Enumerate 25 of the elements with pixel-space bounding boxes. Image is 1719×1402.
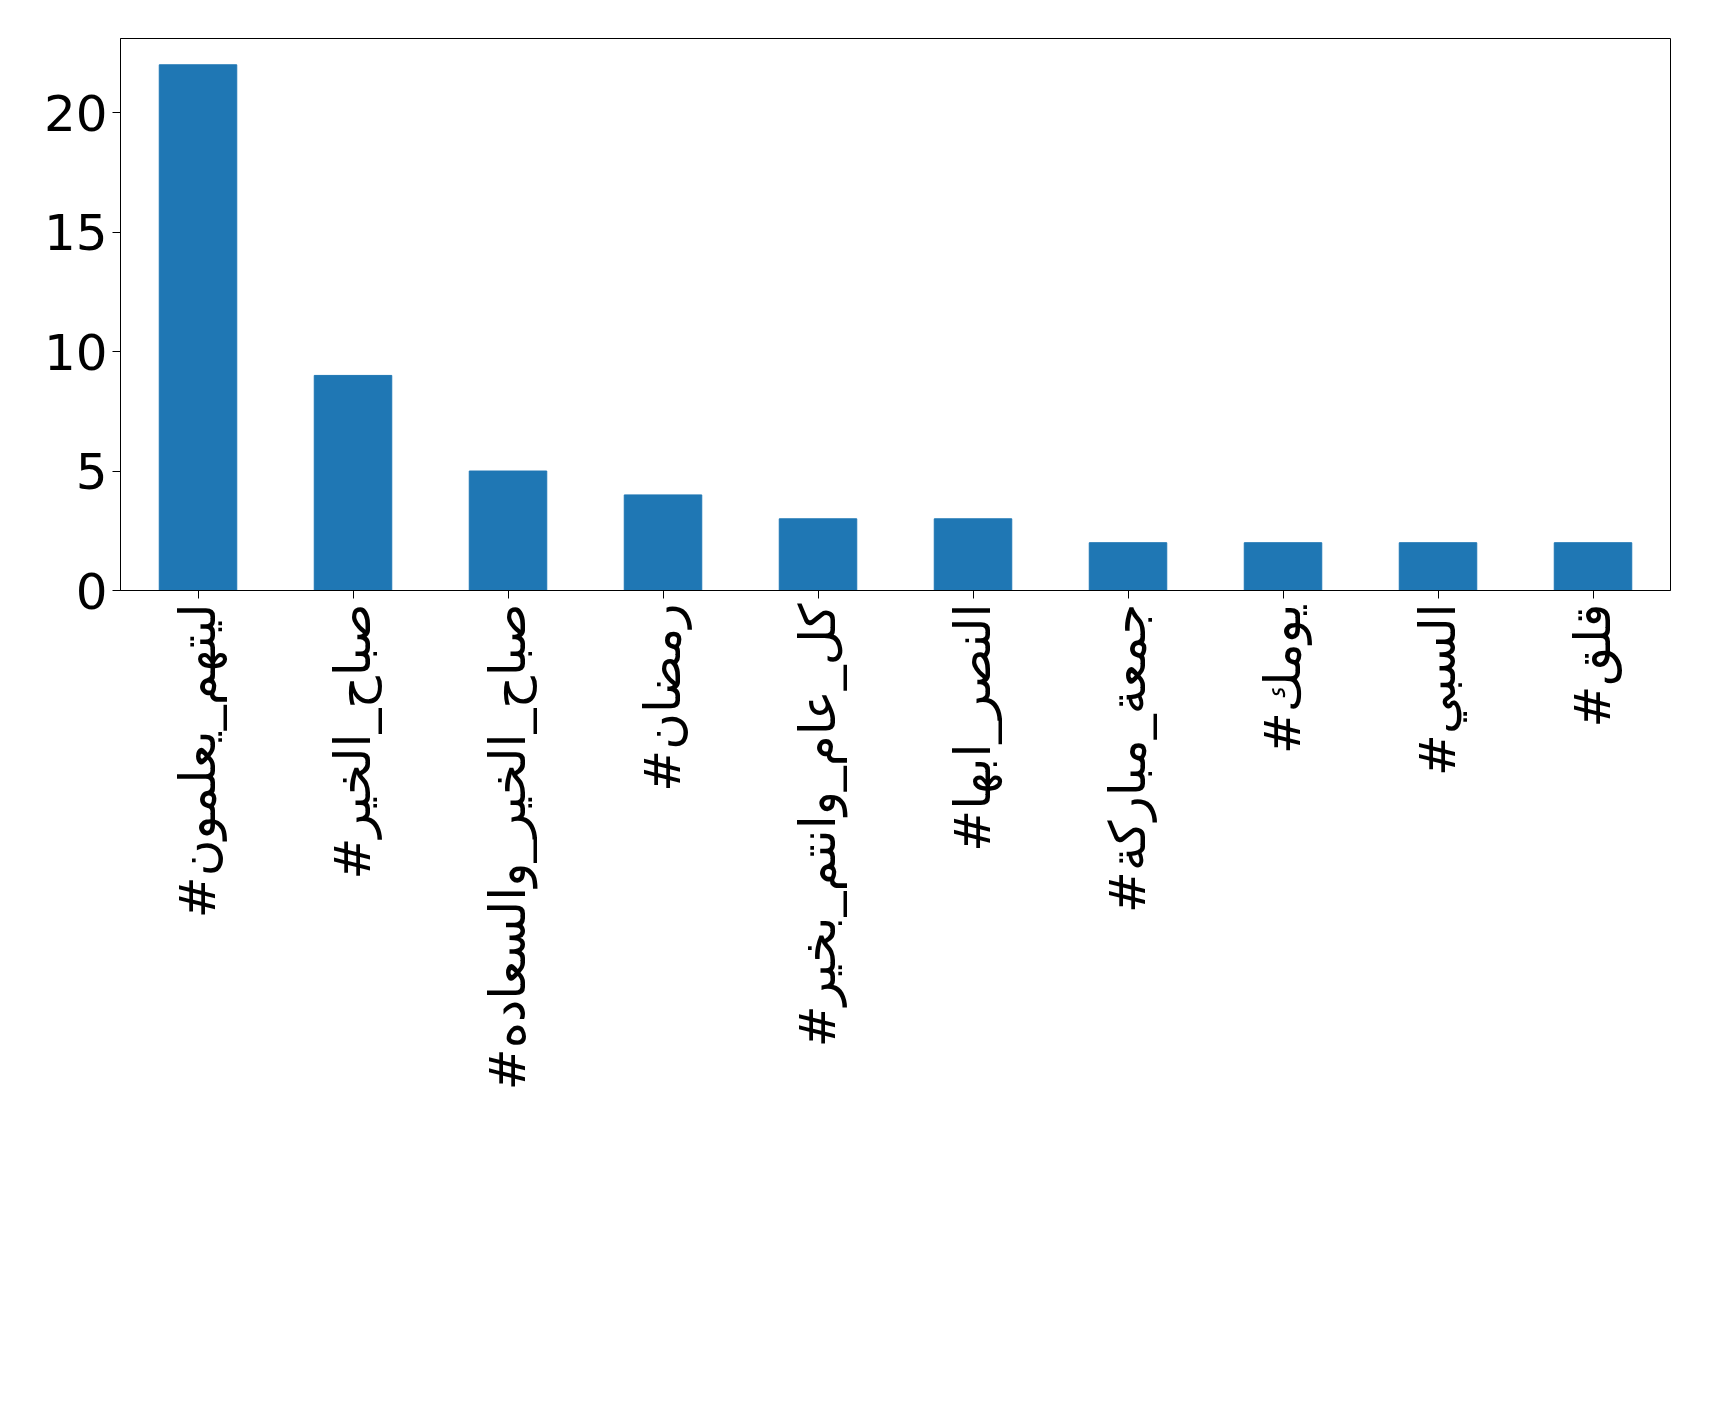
bar xyxy=(778,518,858,591)
x-tick-label: #جمعة_مباركة xyxy=(1099,603,1157,913)
x-tick-label: #قلق xyxy=(1564,603,1622,728)
x-tick-label: #ليتهم_يعلمون xyxy=(169,603,228,919)
bar xyxy=(623,494,703,591)
y-tick-label: 10 xyxy=(43,323,108,382)
bar xyxy=(933,518,1013,591)
x-tick-label: #يومك xyxy=(1254,603,1312,755)
x-tick-label: #صباح_الخير_والسعاده xyxy=(479,603,538,1091)
y-tick-label: 0 xyxy=(75,562,108,621)
x-tick-label: #رمضان xyxy=(634,603,692,792)
x-tick-label: #كل_عام_وانتم_بخير xyxy=(789,603,848,1048)
bar xyxy=(1398,542,1478,591)
bar xyxy=(1088,542,1168,591)
bar xyxy=(158,64,238,591)
y-tick-label: 5 xyxy=(75,443,108,502)
y-tick-label: 20 xyxy=(43,84,108,143)
x-tick-label: #النصر_ابها xyxy=(944,603,1003,852)
bar xyxy=(1553,542,1633,591)
bar xyxy=(468,470,548,591)
y-tick-label: 15 xyxy=(43,204,108,263)
x-tick-label: #السبي xyxy=(1409,603,1467,776)
bar xyxy=(1243,542,1323,591)
x-tick-label: #صباح_الخير xyxy=(324,603,382,880)
bar xyxy=(313,374,393,591)
